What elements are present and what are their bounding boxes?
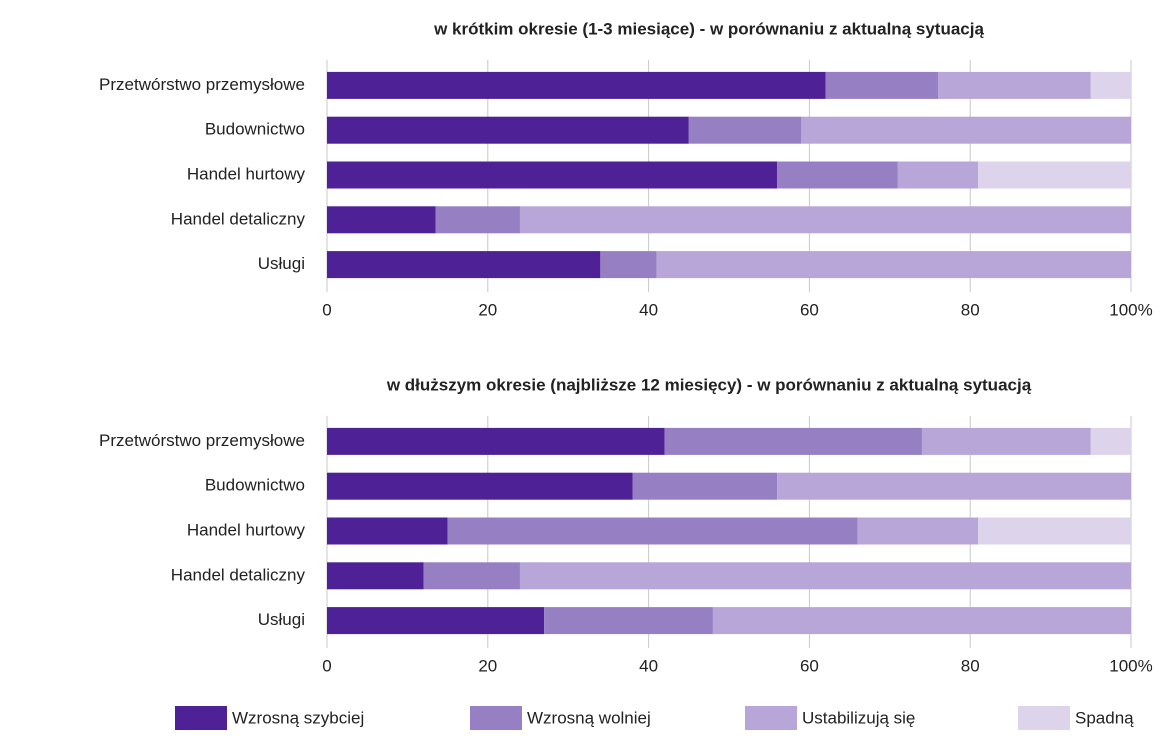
y-tick-label: Usługi [258,610,305,629]
bar-segment [327,251,601,279]
x-tick-label: 20 [478,656,497,675]
bar-segment [897,161,979,189]
bar-segment [921,427,1091,455]
y-tick-label: Przetwórstwo przemysłowe [99,431,305,450]
y-tick-label: Budownictwo [205,476,305,495]
bar-segment [327,206,436,234]
bar-segment [600,251,657,279]
bar-segment [327,116,689,144]
bar-segment [447,517,858,545]
legend-label: Wzrosną wolniej [527,708,651,727]
bar-segment [777,472,1131,500]
bar-segment [664,427,922,455]
legend-label: Wzrosną szybciej [232,708,364,727]
x-tick-label: 80 [961,656,980,675]
legend-swatch [1018,706,1070,730]
bar-segment [327,161,778,189]
bar-segment [978,161,1131,189]
bar-segment [327,71,826,99]
bar-segment [327,472,633,500]
chart-title: w dłuższym okresie (najbliższe 12 miesię… [386,375,1032,394]
bar-segment [632,472,778,500]
y-tick-label: Budownictwo [205,120,305,139]
bar-segment [544,607,713,635]
y-tick-label: Handel detaliczny [171,209,306,228]
x-tick-label: 60 [800,656,819,675]
x-tick-label: 100% [1109,300,1152,319]
x-tick-label: 80 [961,300,980,319]
chart-title: w krótkim okresie (1-3 miesiące) - w por… [433,19,984,38]
bar-segment [857,517,979,545]
bar-segment [688,116,802,144]
x-tick-label: 0 [322,300,331,319]
legend-label: Spadną [1075,708,1134,727]
bar-segment [825,71,939,99]
bar-segment [519,562,1131,590]
bar-segment [327,427,665,455]
bar-segment [423,562,520,590]
bar-segment [519,206,1131,234]
y-tick-label: Usługi [258,254,305,273]
x-tick-label: 20 [478,300,497,319]
bar-segment [1090,71,1131,99]
y-tick-label: Handel hurtowy [187,520,306,539]
bar-segment [712,607,1131,635]
legend-swatch [470,706,522,730]
x-tick-label: 40 [639,656,658,675]
x-tick-label: 60 [800,300,819,319]
x-tick-label: 40 [639,300,658,319]
bar-segment [938,71,1091,99]
legend-swatch [175,706,227,730]
legend-swatch [745,706,797,730]
bar-segment [327,607,545,635]
bar-segment [801,116,1131,144]
y-tick-label: Handel hurtowy [187,164,306,183]
x-tick-label: 100% [1109,656,1152,675]
bar-segment [327,517,448,545]
y-tick-label: Przetwórstwo przemysłowe [99,75,305,94]
y-tick-label: Handel detaliczny [171,565,306,584]
bar-segment [777,161,898,189]
bar-segment [656,251,1131,279]
bar-segment [1090,427,1131,455]
x-tick-label: 0 [322,656,331,675]
legend-label: Ustabilizują się [802,708,915,727]
bar-segment [327,562,424,590]
bar-segment [978,517,1131,545]
bar-segment [435,206,520,234]
